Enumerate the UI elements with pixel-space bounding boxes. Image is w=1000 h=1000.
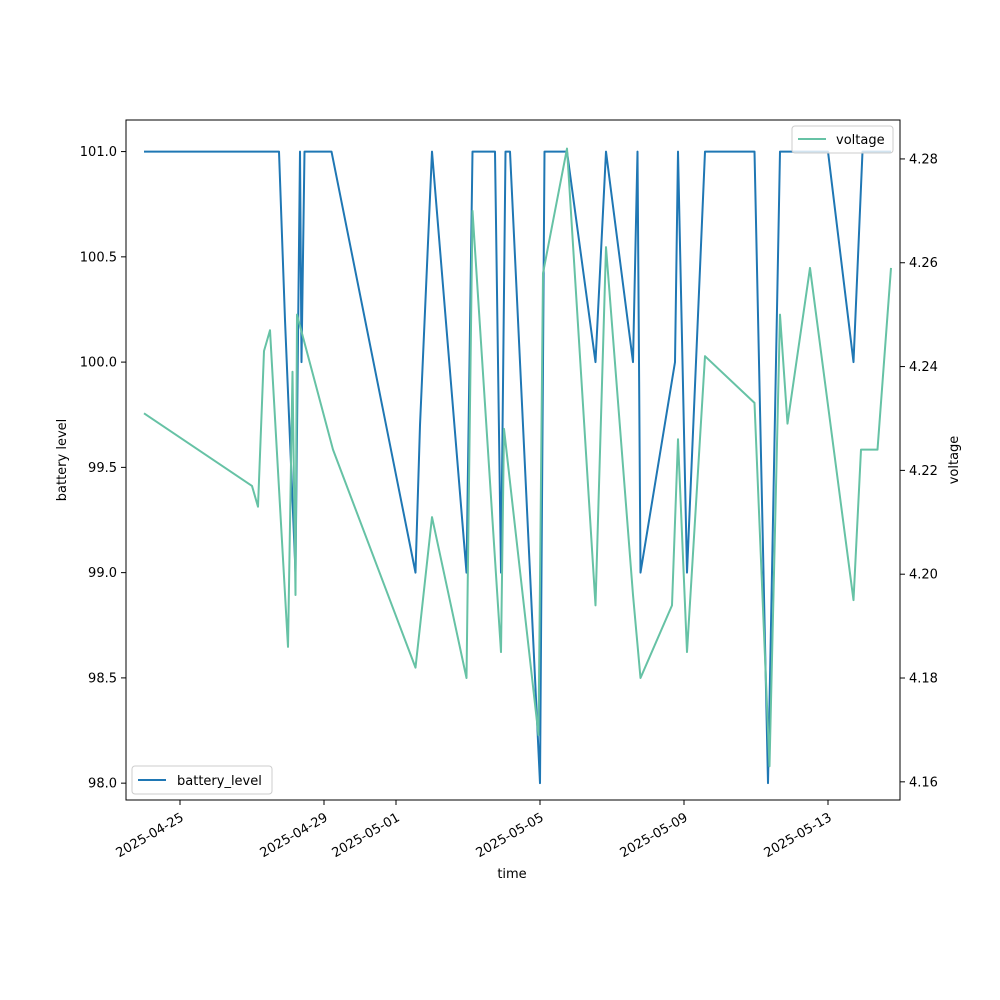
y-right-tick-label: 4.22 bbox=[909, 464, 938, 479]
series-line-voltage bbox=[143, 147, 892, 768]
legend-label-voltage: voltage bbox=[836, 133, 885, 148]
y-right-tick-label: 4.16 bbox=[909, 775, 938, 790]
legend-battery-level: battery_level bbox=[131, 765, 273, 795]
y-right-tick-label: 4.18 bbox=[909, 672, 938, 687]
x-axis-label: time bbox=[497, 867, 526, 882]
y-left-tick-label: 99.5 bbox=[88, 461, 117, 476]
series-line-battery-level bbox=[144, 150, 891, 785]
legend-box-voltage bbox=[791, 125, 894, 154]
plot-frame bbox=[125, 119, 901, 801]
series-layer bbox=[143, 147, 892, 785]
y-left-tick-label: 101.0 bbox=[80, 145, 117, 160]
y-right-tick-label: 4.20 bbox=[909, 568, 938, 583]
legend-label-battery: battery_level bbox=[177, 774, 262, 789]
y-right-tick-label: 4.24 bbox=[909, 360, 938, 375]
y-left-tick-label: 98.5 bbox=[88, 671, 117, 686]
y-right-tick-label: 4.28 bbox=[909, 152, 938, 167]
y-axis-right: 4.16 4.18 4.20 4.22 4.24 4.26 4.28 bbox=[900, 152, 938, 790]
y-axis-left-label: battery level bbox=[55, 419, 70, 502]
legend-voltage: voltage bbox=[791, 125, 894, 154]
y-right-tick-label: 4.26 bbox=[909, 256, 938, 271]
y-left-tick-label: 98.0 bbox=[88, 777, 117, 792]
y-left-tick-label: 100.0 bbox=[80, 356, 117, 371]
legend-box-battery bbox=[131, 765, 273, 795]
y-left-tick-label: 99.0 bbox=[88, 566, 117, 581]
y-axis-left: 98.0 98.5 99.0 99.5 100.0 100.5 101.0 bbox=[80, 145, 126, 792]
y-left-tick-label: 100.5 bbox=[80, 250, 117, 265]
y-axis-right-label: voltage bbox=[947, 436, 962, 485]
